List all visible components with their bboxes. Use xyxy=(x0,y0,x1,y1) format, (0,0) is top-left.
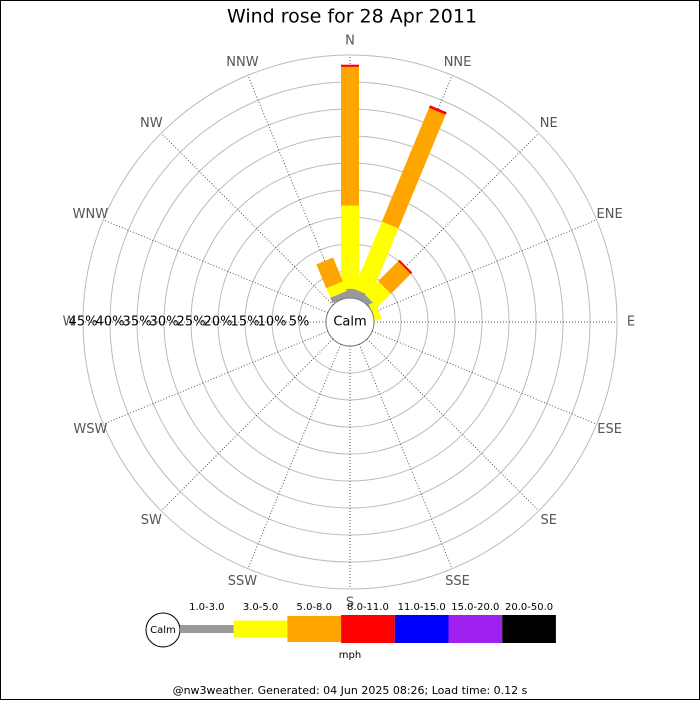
direction-label: WSW xyxy=(73,422,107,437)
direction-label: NNW xyxy=(226,55,258,70)
bar-segment xyxy=(381,107,446,229)
bar-segment xyxy=(378,261,411,294)
direction-label: NW xyxy=(140,116,163,131)
bar-segment xyxy=(353,221,399,296)
r-tick-label: 20% xyxy=(204,315,233,330)
bar-segment xyxy=(364,281,391,308)
legend-swatch xyxy=(233,620,288,638)
direction-label: N xyxy=(345,34,355,49)
direction-bar xyxy=(341,64,359,298)
bar-segment xyxy=(341,288,359,298)
legend-swatch xyxy=(448,615,503,643)
legend: Calm 1.0-3.0 3.0-5.0 5.0-8.0 8.0-11.0 11.0-15… xyxy=(145,602,556,661)
bar-segment xyxy=(330,290,350,304)
direction-label: ENE xyxy=(597,207,623,222)
legend-label: 3.0-5.0 xyxy=(243,602,278,613)
legend-swatch xyxy=(394,615,449,643)
bar-segment xyxy=(398,259,413,274)
legend-unit: mph xyxy=(339,650,361,661)
direction-label: ESE xyxy=(597,422,622,437)
legend-label: 15.0-20.0 xyxy=(451,602,499,613)
direction-label: WNW xyxy=(73,207,109,222)
r-tick-label: 25% xyxy=(177,315,206,330)
direction-label: NE xyxy=(540,116,558,131)
bar-segment xyxy=(428,105,447,115)
r-tick-label: 30% xyxy=(150,315,179,330)
r-tick-label: 5% xyxy=(289,315,310,330)
chart-title: Wind rose for 28 Apr 2011 xyxy=(227,6,477,28)
legend-swatch xyxy=(341,615,395,643)
r-tick-label: 35% xyxy=(123,315,152,330)
direction-bar xyxy=(316,257,350,304)
footer: @nw3weather. Generated: 04 Jun 2025 08:2… xyxy=(173,684,528,697)
direction-label: SW xyxy=(141,513,162,528)
legend-swatch xyxy=(180,625,234,633)
direction-label: W xyxy=(63,315,76,330)
bar-segment xyxy=(326,281,347,298)
direction-label: S xyxy=(346,596,354,611)
ring xyxy=(82,54,618,590)
direction-label: NNE xyxy=(444,55,472,70)
direction-bar xyxy=(350,105,447,304)
calm-label: Calm xyxy=(333,315,366,330)
legend-label: 8.0-11.0 xyxy=(347,602,389,613)
legend-swatch xyxy=(502,615,556,643)
direction-bar xyxy=(368,302,382,322)
calm-circle xyxy=(325,297,375,347)
direction-label: E xyxy=(627,315,635,330)
legend-label: 11.0-15.0 xyxy=(398,602,446,613)
legend-label: 20.0-50.0 xyxy=(505,602,553,613)
bar-segment xyxy=(316,257,343,289)
bar-segment xyxy=(341,66,359,206)
bar-segment xyxy=(341,205,359,289)
bar-segment xyxy=(341,64,359,67)
r-tick-label: 40% xyxy=(96,315,125,330)
rose: N NNE NE ENE E ESE SE SSE S SSW SW WSW W WNW NW NNW Calm… xyxy=(63,34,636,611)
bar-segment xyxy=(368,302,382,322)
legend-calm-label: Calm xyxy=(150,625,176,636)
r-tick-label: 10% xyxy=(258,315,287,330)
r-tick-label: 45% xyxy=(69,315,98,330)
legend-swatch xyxy=(287,616,342,642)
legend-label: 5.0-8.0 xyxy=(297,602,332,613)
direction-label: SSE xyxy=(445,574,470,589)
r-tick-label: 15% xyxy=(231,315,260,330)
legend-label: 1.0-3.0 xyxy=(189,602,224,613)
direction-label: SE xyxy=(540,513,556,528)
direction-label: SSW xyxy=(228,574,258,589)
